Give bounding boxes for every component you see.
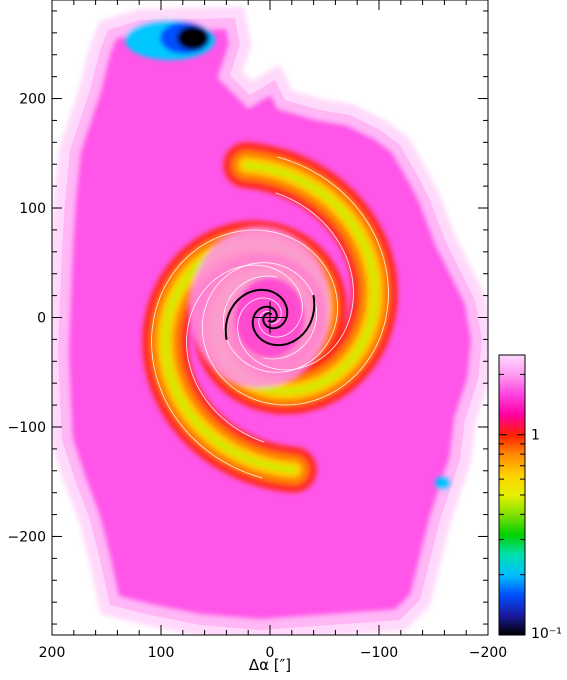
y-tick-label: −200: [8, 529, 46, 545]
y-tick-label: 0: [37, 311, 46, 327]
x-tick-label: 100: [148, 645, 175, 661]
heatmap: [52, 6, 488, 635]
x-axis: 200 100 0 −100 −200: [39, 0, 507, 661]
x-tick-label: 0: [266, 645, 275, 661]
y-tick-label: −100: [8, 420, 46, 436]
spiral-arm-line: [224, 288, 289, 340]
x-tick-label: −100: [360, 645, 398, 661]
y-tick-label: 100: [19, 201, 46, 217]
spiral-arm-line: [251, 295, 316, 347]
contour-line: [151, 229, 339, 479]
x-tick-label: 200: [39, 645, 66, 661]
y-tick-label: 200: [19, 92, 46, 108]
outer-edge: [52, 6, 488, 635]
contour-line: [201, 156, 389, 406]
colorbar: 1 10⁻¹: [498, 354, 562, 642]
colorbar-tick-label: 1: [531, 428, 540, 444]
y-axis: 200 100 0 −100 −200: [8, 10, 488, 625]
spiral-overlay: [224, 288, 316, 347]
contour-line: [237, 192, 354, 371]
companion-core: [177, 26, 209, 50]
x-axis-label: Δα [″]: [249, 656, 291, 674]
knot: [435, 476, 451, 490]
x-tick-label: −200: [469, 645, 507, 661]
colorbar-tick-label: 10⁻¹: [531, 626, 562, 642]
contour-line: [186, 264, 303, 443]
